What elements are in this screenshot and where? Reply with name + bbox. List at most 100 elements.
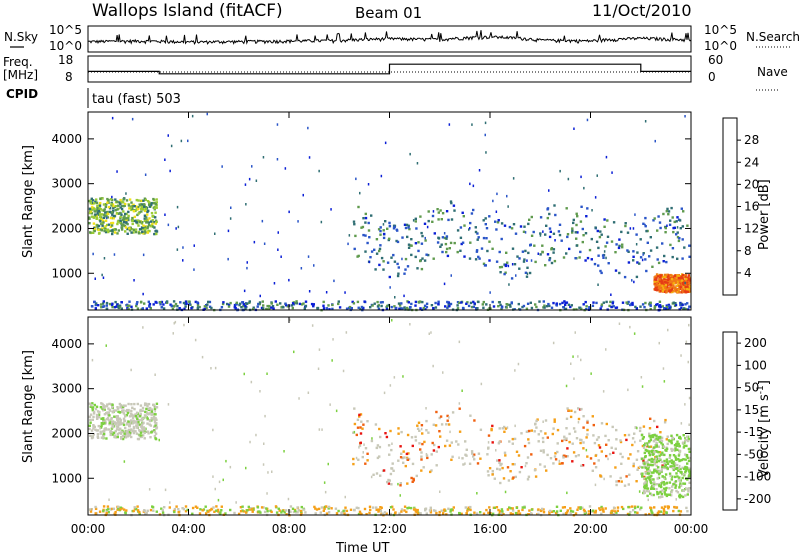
echo-cell: [258, 302, 261, 306]
echo-cell: [286, 305, 289, 308]
echo-cell: [574, 455, 578, 458]
echo-cell: [247, 505, 250, 509]
y-tick-label: 4000: [51, 337, 82, 351]
echo-cell: [434, 509, 437, 513]
echo-cell: [564, 512, 568, 515]
echo-cell: [594, 196, 597, 199]
echo-cell: [576, 231, 579, 234]
echo-cell: [462, 215, 465, 218]
echo-cell: [511, 509, 515, 512]
echo-cell: [547, 302, 550, 306]
echo-cell: [476, 232, 479, 235]
echo-cell: [294, 509, 297, 513]
echo-cell: [351, 300, 354, 304]
echo-cell: [421, 300, 424, 304]
echo-cell: [503, 272, 506, 276]
echo-cell: [184, 305, 187, 308]
echo-cell: [146, 422, 149, 425]
echo-cell: [127, 408, 130, 412]
echo-cell: [544, 419, 548, 422]
echo-cell: [611, 171, 613, 174]
echo-cell: [674, 287, 677, 291]
echo-cell: [669, 289, 672, 292]
echo-cell: [675, 498, 677, 501]
echo-cell: [104, 229, 108, 232]
echo-cell: [138, 228, 142, 231]
echo-cell: [460, 301, 463, 304]
echo-cell: [113, 214, 116, 218]
echo-cell: [439, 245, 442, 248]
echo-cell: [659, 290, 663, 293]
echo-cell: [616, 509, 619, 512]
echo-cell: [424, 236, 426, 240]
echo-cell: [110, 221, 113, 225]
echo-cell: [605, 422, 608, 426]
echo-cell: [136, 419, 139, 422]
echo-cell: [105, 412, 108, 415]
echo-cell: [523, 258, 526, 261]
echo-cell: [372, 506, 375, 509]
echo-cell: [465, 454, 468, 457]
echo-cell: [389, 286, 391, 289]
echo-cell: [562, 256, 566, 259]
echo-cell: [627, 388, 629, 392]
echo-cell: [431, 220, 434, 223]
echo-cell: [403, 505, 407, 508]
echo-cell: [617, 480, 620, 483]
echo-cell: [135, 508, 138, 511]
echo-cell: [472, 184, 475, 188]
echo-cell: [280, 511, 283, 514]
echo-cell: [383, 391, 386, 395]
echo-cell: [546, 253, 550, 256]
echo-cell: [526, 272, 529, 275]
echo-cell: [510, 227, 514, 230]
echo-cell: [128, 434, 132, 437]
echo-cell: [283, 511, 286, 514]
echo-cell: [145, 216, 148, 219]
echo-cell: [278, 509, 281, 512]
echo-cell: [456, 301, 460, 304]
echo-cell: [106, 216, 109, 219]
echo-cell: [496, 221, 500, 224]
echo-cell: [173, 507, 177, 511]
echo-cell: [427, 253, 430, 257]
echo-cell: [447, 301, 450, 304]
echo-cell: [659, 274, 662, 277]
echo-cell: [101, 197, 104, 200]
echo-cell: [525, 462, 528, 465]
echo-cell: [361, 427, 364, 430]
echo-cell: [500, 508, 504, 511]
freq-trace: [88, 63, 691, 75]
echo-cell: [203, 305, 207, 308]
echo-cell: [648, 432, 651, 435]
echo-cell: [659, 226, 662, 230]
echo-cell: [132, 421, 135, 425]
echo-cell: [119, 432, 123, 435]
echo-cell: [241, 301, 244, 304]
echo-cell: [530, 429, 533, 432]
echo-cell: [344, 291, 346, 294]
echo-cell: [300, 505, 303, 509]
echo-cell: [473, 302, 476, 305]
echo-cell: [390, 256, 393, 259]
echo-cell: [111, 116, 114, 120]
echo-cell: [669, 243, 672, 247]
echo-cell: [402, 461, 405, 464]
echo-cell: [604, 507, 607, 510]
echo-cell: [460, 242, 463, 246]
echo-cell: [208, 305, 212, 308]
echo-cell: [314, 507, 317, 510]
echo-cell: [506, 303, 509, 306]
echo-cell: [469, 221, 472, 225]
echo-cell: [632, 227, 635, 230]
echo-cell: [377, 228, 381, 231]
echo-cell: [121, 410, 124, 414]
echo-cell: [434, 306, 438, 309]
echo-cell: [136, 402, 139, 406]
echo-cell: [460, 512, 463, 515]
echo-cell: [104, 230, 108, 234]
echo-cell: [244, 183, 247, 186]
colorbar-tick-label: 24: [744, 155, 759, 169]
echo-cell: [606, 219, 609, 222]
echo-cell: [379, 233, 382, 236]
